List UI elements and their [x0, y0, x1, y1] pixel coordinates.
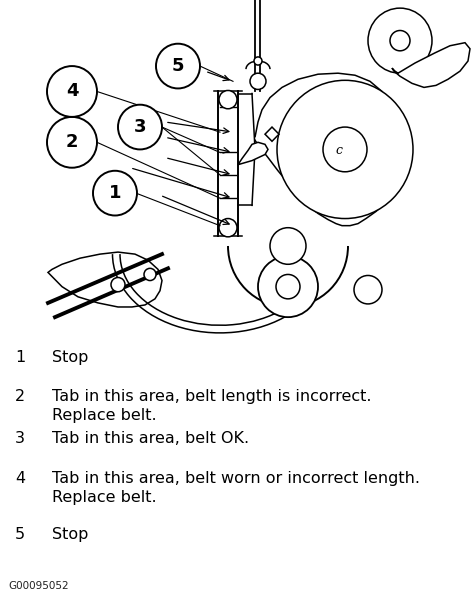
- Polygon shape: [238, 143, 268, 165]
- Circle shape: [368, 8, 432, 73]
- Circle shape: [323, 127, 367, 172]
- Text: 2: 2: [15, 389, 25, 404]
- Text: c: c: [336, 144, 343, 157]
- Circle shape: [111, 277, 125, 292]
- Text: Tab in this area, belt length is incorrect.
Replace belt.: Tab in this area, belt length is incorre…: [52, 389, 372, 423]
- Circle shape: [354, 276, 382, 304]
- Text: 3: 3: [15, 431, 25, 446]
- Text: 5: 5: [15, 527, 25, 542]
- Circle shape: [276, 274, 300, 299]
- Circle shape: [270, 228, 306, 264]
- Circle shape: [144, 268, 156, 280]
- Circle shape: [118, 105, 162, 149]
- Text: Stop: Stop: [52, 350, 88, 365]
- Text: Stop: Stop: [52, 527, 88, 542]
- Text: 2: 2: [66, 134, 78, 152]
- Circle shape: [254, 57, 262, 65]
- Text: 5: 5: [172, 57, 184, 75]
- Text: 1: 1: [109, 184, 121, 202]
- Circle shape: [219, 219, 237, 237]
- Polygon shape: [238, 93, 255, 205]
- Text: Tab in this area, belt OK.: Tab in this area, belt OK.: [52, 431, 249, 446]
- Circle shape: [390, 31, 410, 51]
- Text: 1: 1: [15, 350, 25, 365]
- Circle shape: [156, 44, 200, 89]
- Text: Tab in this area, belt worn or incorrect length.
Replace belt.: Tab in this area, belt worn or incorrect…: [52, 471, 420, 505]
- Circle shape: [93, 171, 137, 216]
- Polygon shape: [265, 127, 279, 141]
- Circle shape: [250, 73, 266, 89]
- Text: G00095052: G00095052: [8, 581, 69, 591]
- Polygon shape: [392, 43, 470, 87]
- Polygon shape: [48, 252, 162, 307]
- Circle shape: [47, 66, 97, 117]
- Circle shape: [47, 117, 97, 168]
- Circle shape: [219, 90, 237, 109]
- Polygon shape: [250, 73, 403, 226]
- Text: 4: 4: [15, 471, 25, 486]
- Circle shape: [277, 80, 413, 219]
- Text: 4: 4: [66, 83, 78, 101]
- Circle shape: [258, 256, 318, 317]
- Text: 3: 3: [134, 118, 146, 136]
